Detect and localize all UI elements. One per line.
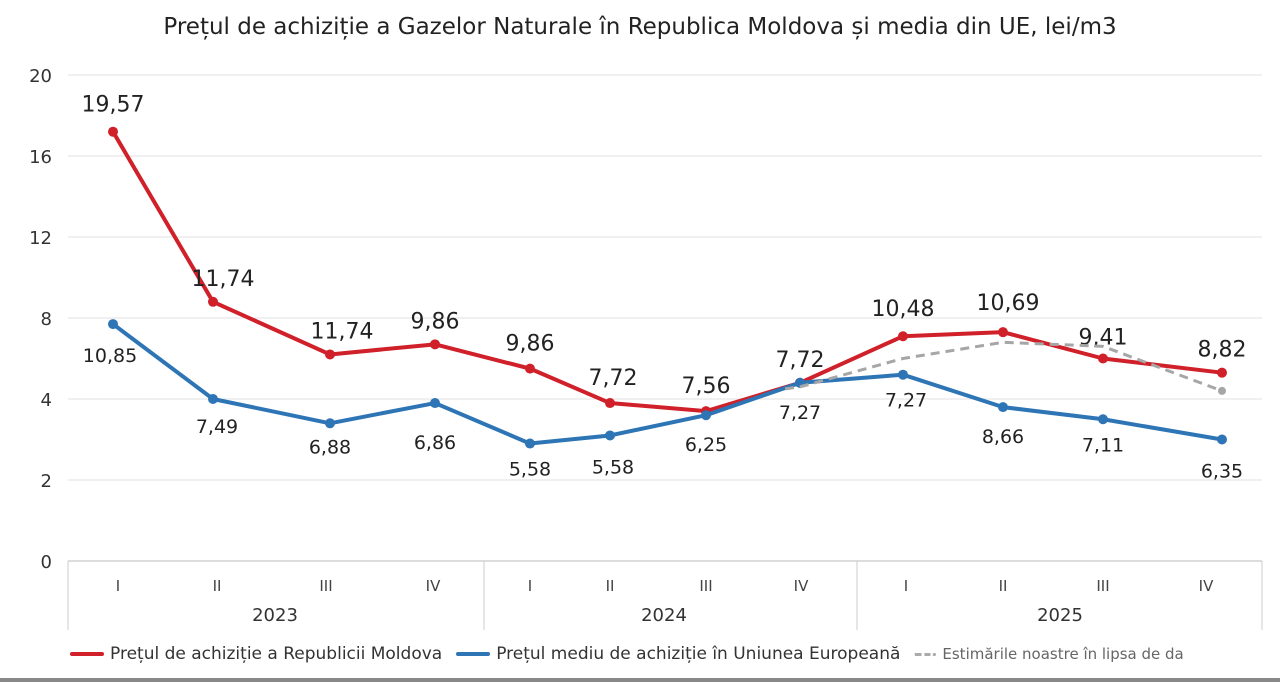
y-tick-label: 2 bbox=[41, 471, 52, 492]
y-tick-label: 8 bbox=[41, 309, 52, 330]
data-point bbox=[1218, 386, 1226, 395]
data-label: 9,86 bbox=[506, 332, 555, 357]
x-tick-label: IV bbox=[794, 577, 809, 595]
data-point bbox=[108, 126, 118, 137]
x-tick-label: III bbox=[699, 577, 712, 595]
series-line-1 bbox=[111, 130, 1223, 414]
legend: Prețul de achiziție a Republicii Moldova… bbox=[70, 644, 1184, 664]
data-label: 7,72 bbox=[589, 366, 638, 391]
data-point bbox=[701, 410, 711, 421]
x-tick-label: II bbox=[606, 577, 615, 595]
legend-swatch-dashed bbox=[914, 652, 937, 656]
data-point bbox=[1098, 353, 1108, 364]
data-label: 7,27 bbox=[779, 402, 821, 424]
data-label: 6,25 bbox=[685, 434, 727, 456]
data-label: 10,69 bbox=[977, 291, 1040, 316]
data-label: 7,56 bbox=[682, 374, 731, 399]
data-point bbox=[430, 398, 440, 409]
x-tick-label: I bbox=[528, 577, 532, 595]
x-tick-label: II bbox=[999, 577, 1008, 595]
y-tick-label: 4 bbox=[41, 390, 52, 411]
data-label: 7,11 bbox=[1082, 434, 1124, 456]
data-point bbox=[605, 430, 615, 441]
legend-swatch-red bbox=[70, 652, 104, 656]
legend-swatch-blue bbox=[456, 652, 491, 656]
group-label: 2025 bbox=[1037, 605, 1083, 626]
bottom-border bbox=[0, 678, 1280, 682]
data-label: 5,58 bbox=[592, 456, 634, 478]
chart-title: Prețul de achiziție a Gazelor Naturale î… bbox=[163, 14, 1117, 40]
data-label: 11,74 bbox=[311, 319, 374, 344]
legend-label: Prețul de achiziție a Republicii Moldova bbox=[110, 644, 443, 664]
legend-label: Estimările noastre în lipsa de da bbox=[942, 645, 1184, 663]
data-point bbox=[898, 369, 908, 380]
x-tick-label: III bbox=[1096, 577, 1109, 595]
data-label: 19,57 bbox=[82, 93, 145, 118]
data-label: 8,66 bbox=[982, 426, 1024, 448]
x-tick-label: IV bbox=[1199, 577, 1214, 595]
data-label: 6,88 bbox=[309, 436, 351, 458]
data-point bbox=[208, 296, 218, 307]
group-label: 2023 bbox=[252, 605, 298, 626]
data-point bbox=[998, 327, 1008, 338]
data-point bbox=[525, 363, 535, 374]
y-tick-label: 12 bbox=[29, 228, 52, 249]
data-label: 6,35 bbox=[1201, 461, 1243, 483]
data-label: 7,49 bbox=[196, 416, 238, 438]
series-line-2 bbox=[111, 322, 1223, 446]
legend-item-moldova: Prețul de achiziție a Republicii Moldova bbox=[70, 644, 442, 664]
x-tick-label: I bbox=[904, 577, 908, 595]
legend-label: Prețul mediu de achiziție în Uniunea Eur… bbox=[496, 644, 901, 664]
data-point bbox=[1217, 367, 1227, 378]
legend-item-estimates: Estimările noastre în lipsa de da bbox=[914, 645, 1184, 663]
x-tick-label: IV bbox=[426, 577, 441, 595]
y-tick-label: 16 bbox=[29, 147, 52, 168]
data-point bbox=[898, 331, 908, 342]
x-tick-label: I bbox=[116, 577, 120, 595]
data-point bbox=[108, 319, 118, 330]
series-line-3 bbox=[784, 340, 1223, 393]
x-tick-label: II bbox=[213, 577, 222, 595]
data-label: 8,82 bbox=[1198, 338, 1247, 363]
data-point bbox=[1217, 434, 1227, 445]
data-point bbox=[208, 394, 218, 404]
legend-item-eu: Prețul mediu de achiziție în Uniunea Eur… bbox=[456, 644, 900, 664]
data-label: 10,85 bbox=[83, 345, 137, 367]
x-tick-label: III bbox=[319, 577, 332, 595]
data-label: 7,72 bbox=[776, 348, 825, 373]
data-label: 11,74 bbox=[192, 267, 255, 292]
data-point bbox=[325, 418, 335, 429]
data-label: 10,48 bbox=[872, 297, 935, 322]
data-point bbox=[998, 402, 1008, 413]
data-label: 5,58 bbox=[509, 459, 551, 481]
data-point bbox=[525, 438, 535, 449]
data-point bbox=[430, 339, 440, 350]
group-label: 2024 bbox=[641, 605, 687, 626]
y-tick-label: 0 bbox=[41, 552, 52, 573]
data-point bbox=[605, 398, 615, 409]
y-tick-label: 20 bbox=[29, 66, 52, 87]
data-point bbox=[325, 349, 335, 360]
data-label: 7,27 bbox=[885, 390, 927, 412]
data-label: 9,86 bbox=[411, 309, 460, 334]
data-point bbox=[1098, 414, 1108, 425]
data-label: 6,86 bbox=[414, 432, 456, 454]
